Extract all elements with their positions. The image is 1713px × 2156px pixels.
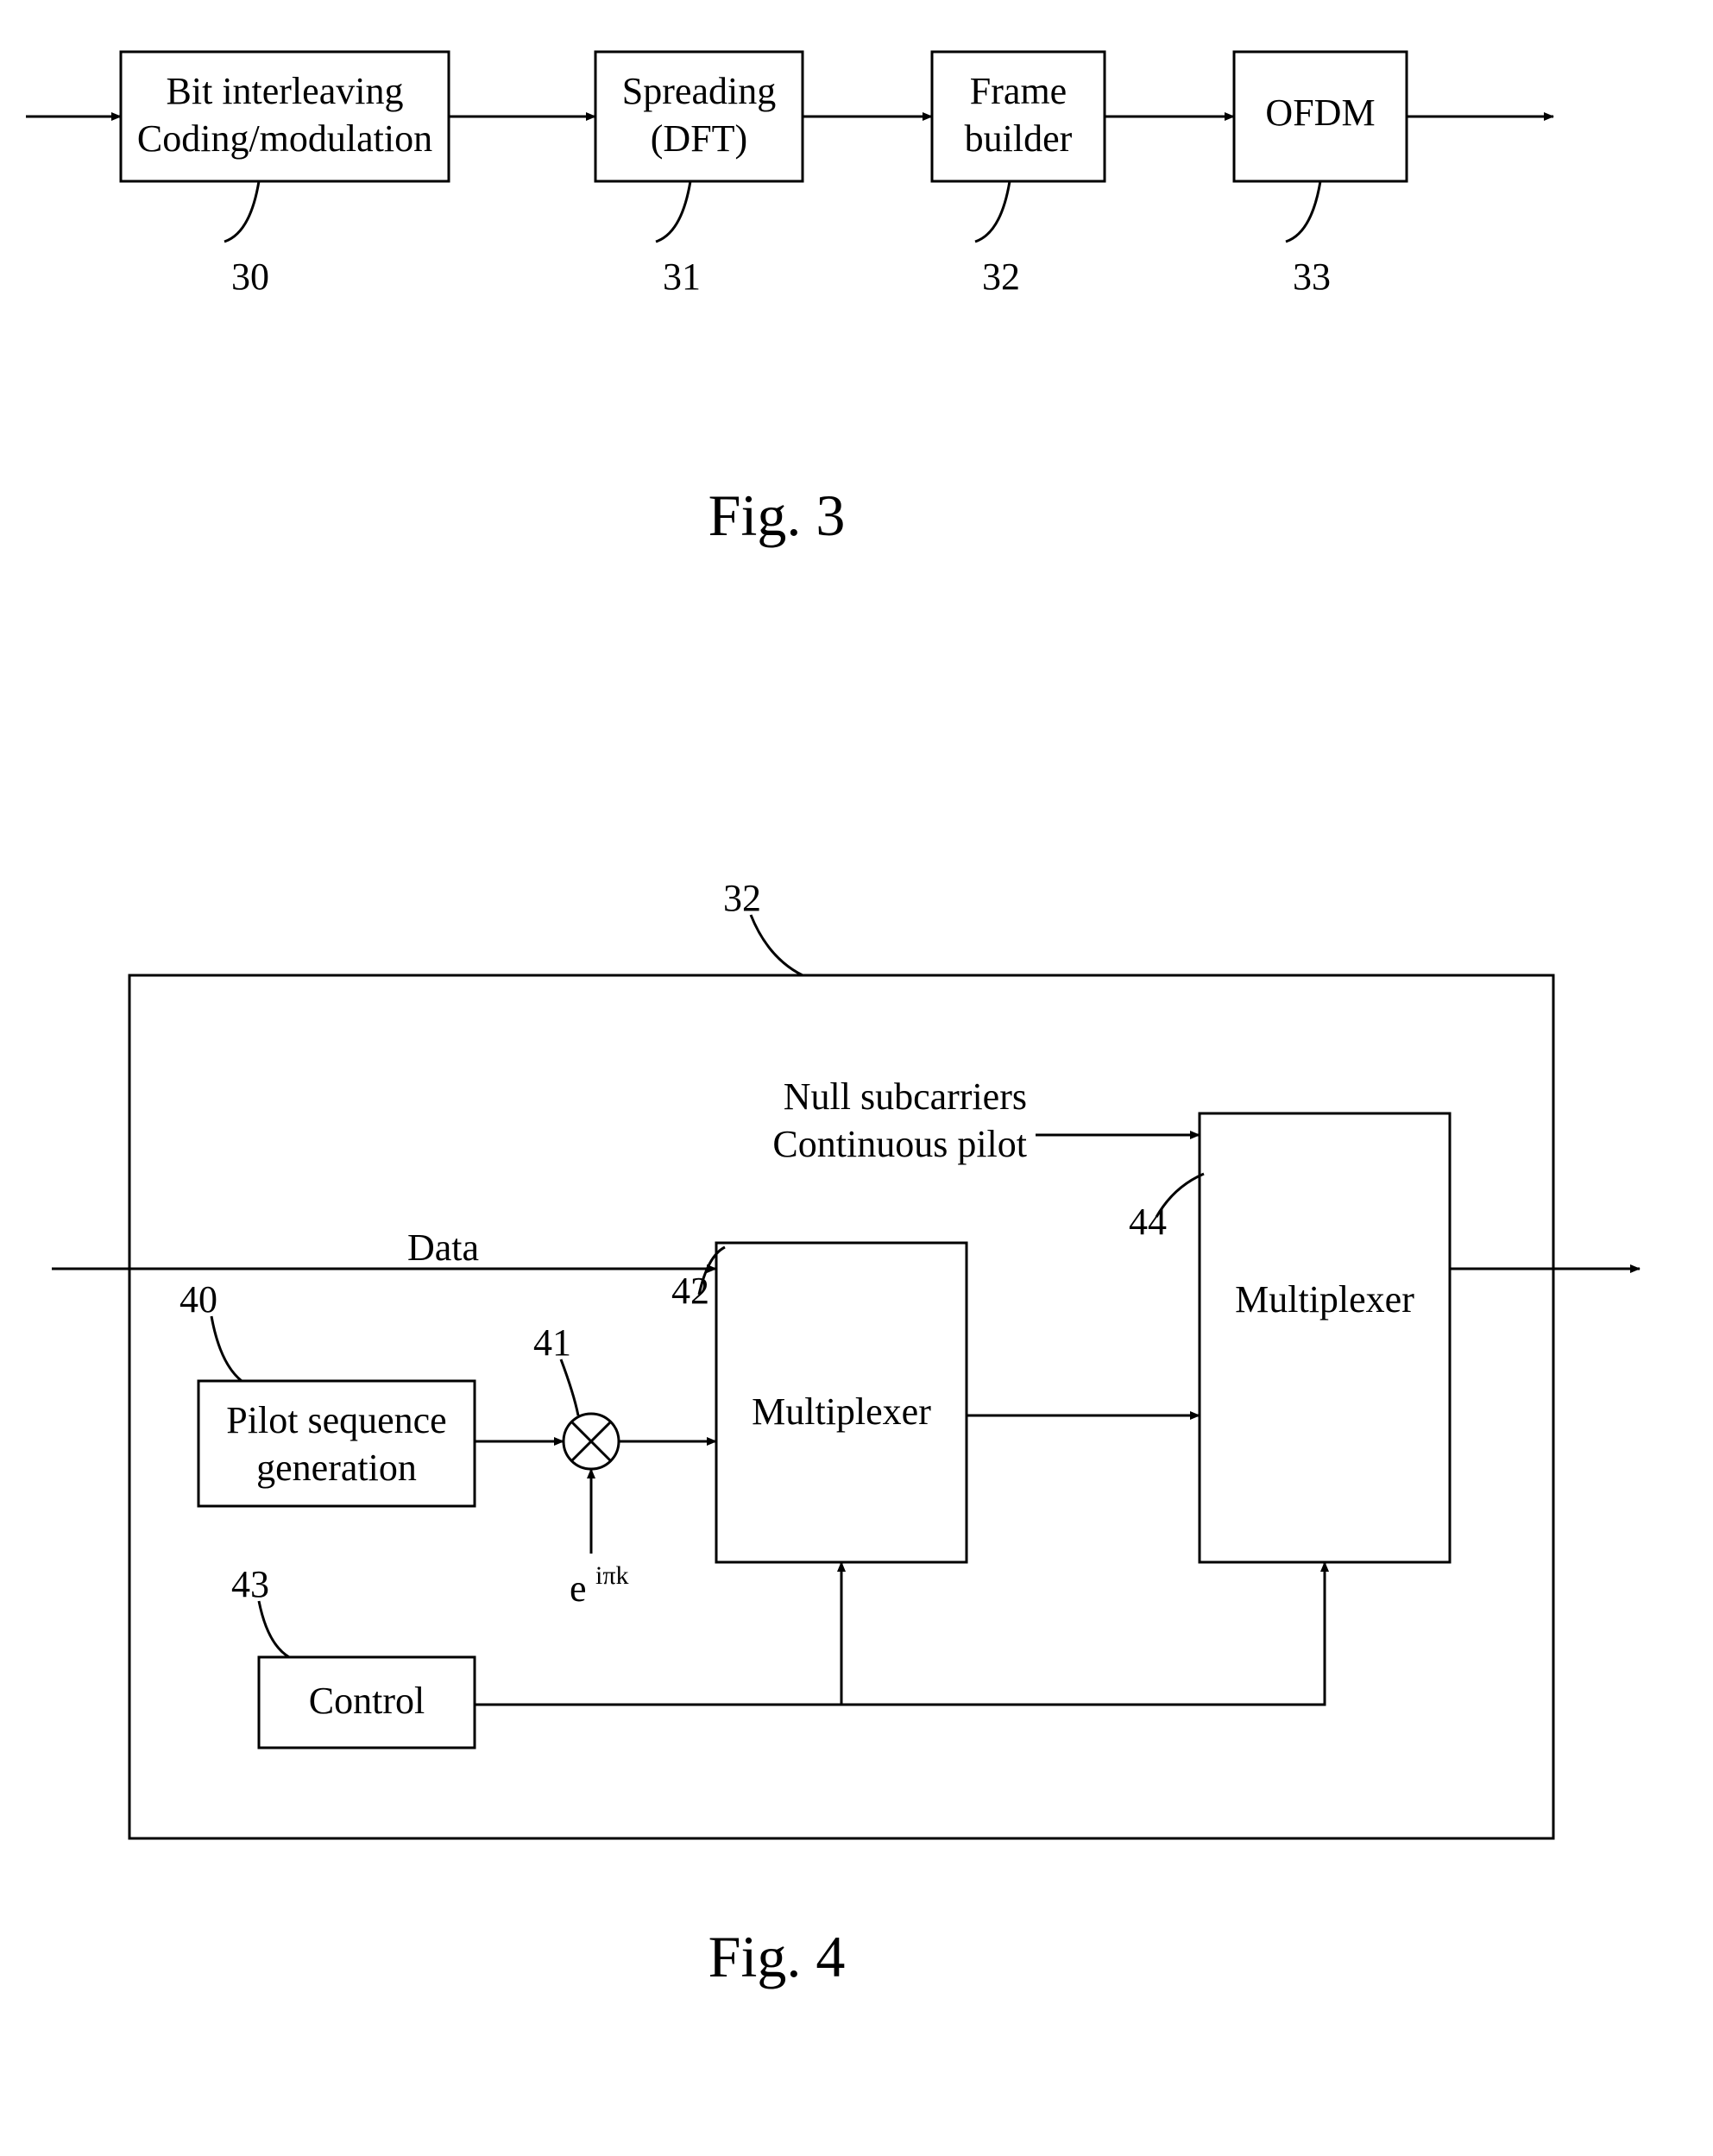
label-exp-sup: iπk — [595, 1561, 628, 1590]
block-label: Multiplexer — [752, 1390, 931, 1433]
block-label: (DFT) — [651, 117, 747, 160]
block-ofdm: OFDM 33 — [1234, 52, 1407, 298]
block-ref: 42 — [671, 1270, 709, 1312]
block-label: OFDM — [1265, 91, 1375, 134]
outer-ref: 32 — [723, 877, 761, 919]
label-cont-pilot: Continuous pilot — [772, 1123, 1027, 1165]
ref-leader — [751, 915, 803, 975]
block-label: Frame — [970, 70, 1067, 112]
fig3: Bit interleaving Coding/modulation 30 Sp… — [26, 52, 1553, 548]
block-spreading: Spreading (DFT) 31 — [595, 52, 803, 298]
block-frame-builder: Frame builder 32 — [932, 52, 1105, 298]
arrow-control-to-muxleft — [475, 1562, 841, 1705]
block-label: Spreading — [622, 70, 776, 112]
fig4-caption: Fig. 4 — [709, 1924, 846, 1989]
block-multiplexer-right: Multiplexer 44 — [1129, 1113, 1450, 1562]
mixer: 41 — [533, 1321, 619, 1469]
block-pilot-sequence: Pilot sequence generation 40 — [179, 1278, 475, 1506]
block-label: generation — [256, 1447, 417, 1489]
block-label: Multiplexer — [1235, 1278, 1414, 1321]
block-label: Coding/modulation — [137, 117, 432, 160]
label-data: Data — [407, 1226, 479, 1269]
block-ref: 32 — [982, 255, 1020, 298]
fig4: 32 Pilot sequence generation 40 Multiple… — [52, 877, 1640, 1989]
block-label: Bit interleaving — [167, 70, 404, 112]
block-ref: 43 — [231, 1563, 269, 1605]
block-ref: 44 — [1129, 1201, 1167, 1243]
fig3-caption: Fig. 3 — [709, 482, 846, 548]
block-ref: 33 — [1293, 255, 1331, 298]
block-ref: 30 — [231, 255, 269, 298]
label-null-sub: Null subcarriers — [784, 1075, 1027, 1118]
mixer-ref: 41 — [533, 1321, 571, 1364]
block-label: Control — [309, 1680, 425, 1722]
block-label: Pilot sequence — [226, 1399, 446, 1441]
block-ref: 31 — [663, 255, 701, 298]
block-multiplexer-left: Multiplexer 42 — [671, 1243, 967, 1562]
block-bit-interleaving: Bit interleaving Coding/modulation 30 — [121, 52, 449, 298]
block-control: Control 43 — [231, 1563, 475, 1748]
block-ref: 40 — [179, 1278, 217, 1321]
block-label: builder — [965, 117, 1073, 160]
label-exp: e — [570, 1567, 587, 1610]
